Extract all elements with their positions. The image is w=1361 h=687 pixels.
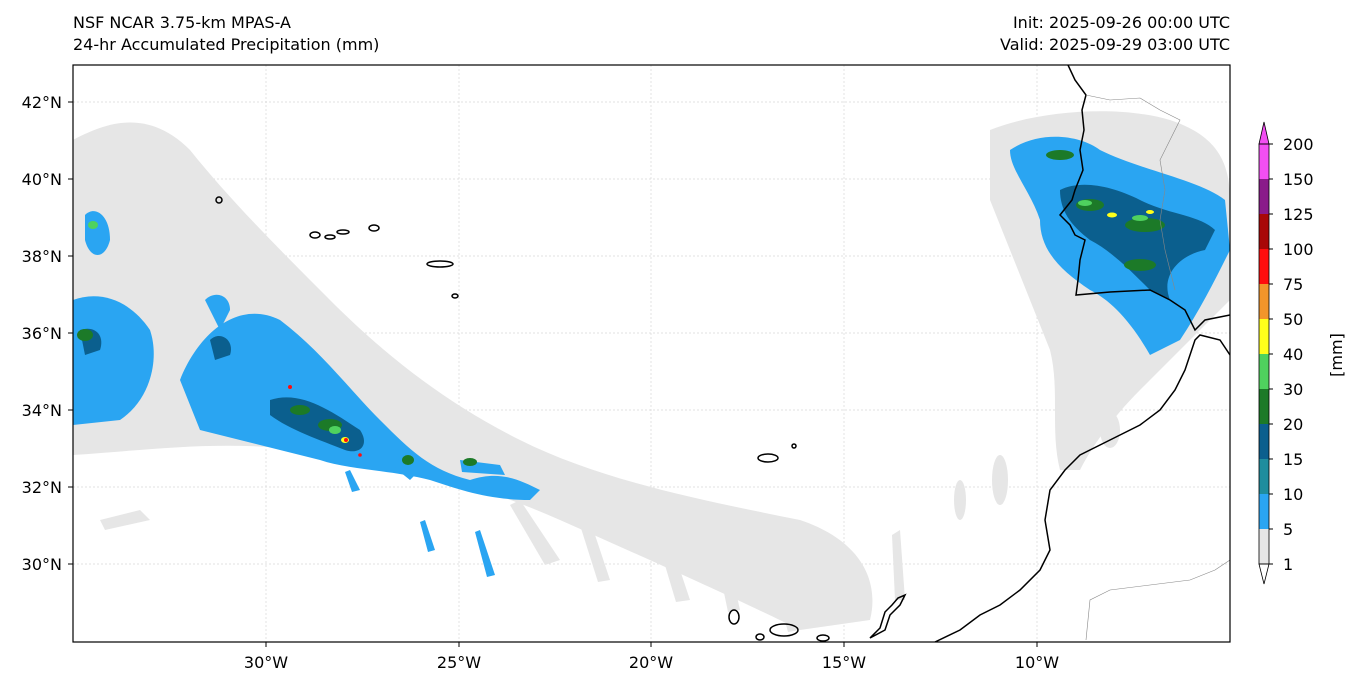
colorbar-segment [1259,214,1269,249]
colorbar-tick-label: 100 [1283,240,1314,259]
colorbar-tick-label: 20 [1283,415,1303,434]
azores-pico-island [324,234,336,240]
colorbar-segment [1259,354,1269,389]
la-gomera-island [755,633,765,641]
fuerteventura-island [869,593,907,639]
lon-tick-label: 30°W [244,653,288,672]
lat-tick-label: 36°N [22,324,62,343]
colorbar-tick-label: 30 [1283,380,1303,399]
tenerife-island [769,623,799,637]
azores-flores-island [215,196,223,204]
title-right: Init: 2025-09-26 00:00 UTC Valid: 2025-0… [1000,12,1230,56]
gran-canaria-island [816,634,830,642]
lat-tick-label: 30°N [22,555,62,574]
colorbar-tick-label: 5 [1283,520,1293,539]
azores-smaria-island [451,293,459,299]
lat-tick-label: 40°N [22,170,62,189]
map-content [73,65,1230,642]
colorbar-label: [mm] [1327,333,1346,377]
country-borders [1085,94,1230,641]
colorbar-segment [1259,459,1269,494]
latitude-axis: 42°N 40°N 38°N 36°N 34°N 32°N 30°N [22,93,73,574]
colorbar-segment [1259,179,1269,214]
lat-tick-label: 32°N [22,478,62,497]
colorbar-tick-label: 50 [1283,310,1303,329]
azores-smiguel-island [426,260,454,268]
colorbar-tick-label: 125 [1283,205,1314,224]
colorbar-tick-label: 10 [1283,485,1303,504]
longitude-axis: 30°W 25°W 20°W 15°W 10°W [244,642,1059,672]
portugal-spain-border [1085,94,1181,291]
lat-tick-label: 34°N [22,401,62,420]
coastlines [215,65,1230,642]
precip-100-125-region [288,385,362,457]
la-palma-island [728,609,740,625]
madeira-island [757,453,779,463]
colorbar-tick-label: 150 [1283,170,1314,189]
colorbar-segment [1259,249,1269,284]
colorbar-min-extension [1258,563,1270,585]
colorbar-max-extension [1258,121,1270,145]
colorbar-segment [1259,284,1269,319]
colorbar-tick-label: 75 [1283,275,1303,294]
lon-tick-label: 25°W [437,653,481,672]
colorbar-tick-label: 1 [1283,555,1293,574]
colorbar-segment [1259,529,1269,564]
lat-tick-label: 38°N [22,247,62,266]
field-title: 24-hr Accumulated Precipitation (mm) [73,35,380,54]
colorbar-segment [1259,424,1269,459]
init-time: Init: 2025-09-26 00:00 UTC [1012,13,1230,32]
morocco-border [1085,559,1230,641]
model-title: NSF NCAR 3.75-km MPAS-A [73,13,291,32]
lon-tick-label: 10°W [1015,653,1059,672]
lon-tick-label: 15°W [822,653,866,672]
colorbar-tick-label: 200 [1283,135,1314,154]
colorbar-segment [1259,144,1269,179]
colorbar-segment [1259,494,1269,529]
precip-30-50-region [88,200,1148,434]
title-left: NSF NCAR 3.75-km MPAS-A 24-hr Accumulate… [73,12,379,56]
africa-coastline [934,334,1230,642]
colorbar-segment [1259,389,1269,424]
precip-20-30-region [77,150,1165,466]
lon-tick-label: 20°W [629,653,673,672]
porto-santo-island [791,443,797,449]
iberia-coastline [1058,65,1230,332]
azores-faial-island [309,231,321,239]
colorbar-tick-label: 15 [1283,450,1303,469]
colorbar-tick-label: 40 [1283,345,1303,364]
colorbar-segment [1259,319,1269,354]
valid-time: Valid: 2025-09-29 03:00 UTC [999,35,1230,54]
azores-terceira-island [368,224,380,232]
lat-tick-label: 42°N [22,93,62,112]
azores-sjorge-island [336,229,350,235]
